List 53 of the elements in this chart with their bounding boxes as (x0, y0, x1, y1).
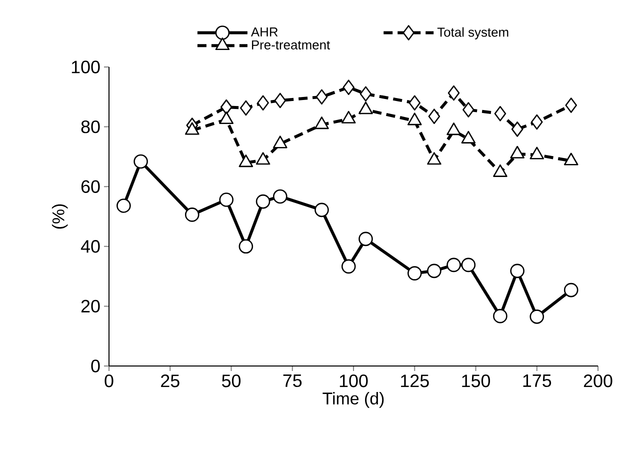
point (341, 259, 356, 274)
legend-label: Total system (437, 27, 508, 40)
point (446, 258, 461, 272)
point (428, 108, 440, 124)
point (220, 99, 232, 115)
point (511, 122, 524, 137)
point (257, 95, 269, 111)
y-tick-label: 80 (81, 120, 100, 134)
y-axis-title: (%) (52, 204, 68, 229)
point (219, 192, 234, 207)
x-axis-title: Time (d) (322, 392, 384, 408)
point (238, 239, 254, 254)
legend-label: Pre-treatment (252, 40, 330, 50)
x-tick-label: 100 (340, 374, 368, 388)
point (256, 194, 270, 209)
point (240, 100, 252, 116)
y-tick-label: 40 (80, 240, 100, 253)
point (408, 95, 421, 111)
point (274, 92, 286, 108)
point (342, 80, 355, 95)
point (116, 198, 131, 213)
x-tick-label: 125 (401, 374, 429, 388)
point (184, 208, 200, 222)
x-tick-label: 175 (523, 374, 552, 388)
point (494, 106, 506, 122)
point (530, 114, 543, 130)
point (427, 264, 442, 278)
point (360, 86, 372, 102)
y-tick-label: 100 (72, 60, 100, 74)
point (493, 308, 508, 324)
point (314, 202, 329, 218)
point (461, 258, 476, 272)
point (134, 154, 148, 169)
point (407, 266, 422, 280)
y-tick-label: 60 (81, 180, 100, 193)
point (462, 102, 474, 118)
point (448, 85, 460, 101)
point (510, 264, 524, 278)
point (530, 310, 544, 324)
x-tick-label: 200 (584, 374, 612, 388)
point (316, 89, 328, 105)
x-tick-label: 0 (104, 374, 114, 388)
y-tick-label: 20 (81, 300, 100, 313)
point (565, 98, 578, 113)
y-tick-label: 0 (91, 360, 100, 372)
x-tick-label: 150 (462, 374, 490, 388)
point (564, 282, 578, 298)
point (273, 189, 288, 204)
x-tick-label: 75 (283, 374, 302, 388)
point (358, 232, 373, 246)
x-tick-label: 50 (222, 374, 241, 388)
x-tick-label: 25 (161, 374, 180, 388)
legend-label: AHR (250, 28, 278, 36)
